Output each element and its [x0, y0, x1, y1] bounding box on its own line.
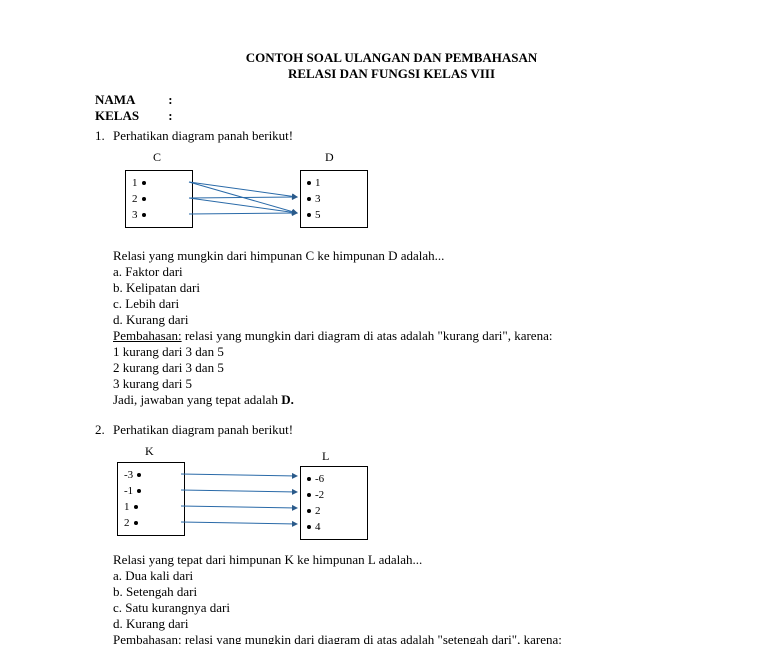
q2-question-text: Relasi yang tepat dari himpunan K ke him…: [113, 552, 688, 568]
q1-arrows: [125, 150, 385, 240]
q1-prompt: Perhatikan diagram panah berikut!: [113, 128, 293, 143]
jadi-prefix: Jadi, jawaban yang tepat adalah: [113, 392, 281, 407]
q1-option-d: d. Kurang dari: [113, 312, 688, 328]
document-page: CONTOH SOAL ULANGAN DAN PEMBAHASAN RELAS…: [0, 0, 768, 654]
jadi-answer: D.: [281, 392, 294, 407]
q1-option-b: b. Kelipatan dari: [113, 280, 688, 296]
q2-number: 2.: [95, 422, 113, 438]
header-kelas: KELAS :: [95, 108, 688, 124]
q2-option-a: a. Dua kali dari: [113, 568, 688, 584]
q1-option-c: c. Lebih dari: [113, 296, 688, 312]
q1-number: 1.: [95, 128, 113, 144]
q1-option-a: a. Faktor dari: [113, 264, 688, 280]
kelas-label: KELAS: [95, 108, 165, 124]
q1-question-text: Relasi yang mungkin dari himpunan C ke h…: [113, 248, 688, 264]
q2-arrows: [117, 444, 377, 544]
q1-line-2: 2 kurang dari 3 dan 5: [113, 360, 688, 376]
question-2: 2.Perhatikan diagram panah berikut! K L …: [95, 422, 688, 644]
nama-label: NAMA: [95, 92, 165, 108]
pembahasan-label: Pembahasan:: [113, 328, 182, 343]
header-nama: NAMA :: [95, 92, 688, 108]
question-1: 1.Perhatikan diagram panah berikut! C D …: [95, 128, 688, 408]
q1-jadi: Jadi, jawaban yang tepat adalah D.: [113, 392, 688, 408]
q2-prompt: Perhatikan diagram panah berikut!: [113, 422, 293, 437]
q1-diagram: C D 1 2 3 1 3 5: [125, 150, 688, 240]
q1-line-3: 3 kurang dari 5: [113, 376, 688, 392]
q2-cutoff: Pembahasan: relasi yang mungkin dari dia…: [113, 632, 688, 644]
q1-pembahasan: Pembahasan: relasi yang mungkin dari dia…: [113, 328, 688, 344]
q2-option-c: c. Satu kurangnya dari: [113, 600, 688, 616]
sep: :: [168, 92, 172, 107]
sep: :: [168, 108, 172, 123]
title-line-2: RELASI DAN FUNGSI KELAS VIII: [95, 66, 688, 82]
q1-line-1: 1 kurang dari 3 dan 5: [113, 344, 688, 360]
title-line-1: CONTOH SOAL ULANGAN DAN PEMBAHASAN: [95, 50, 688, 66]
q2-diagram: K L -3 -1 1 2 -6 -2 2 4: [117, 444, 688, 544]
q2-option-b: b. Setengah dari: [113, 584, 688, 600]
pembahasan-text: relasi yang mungkin dari diagram di atas…: [182, 328, 553, 343]
title-block: CONTOH SOAL ULANGAN DAN PEMBAHASAN RELAS…: [95, 50, 688, 82]
